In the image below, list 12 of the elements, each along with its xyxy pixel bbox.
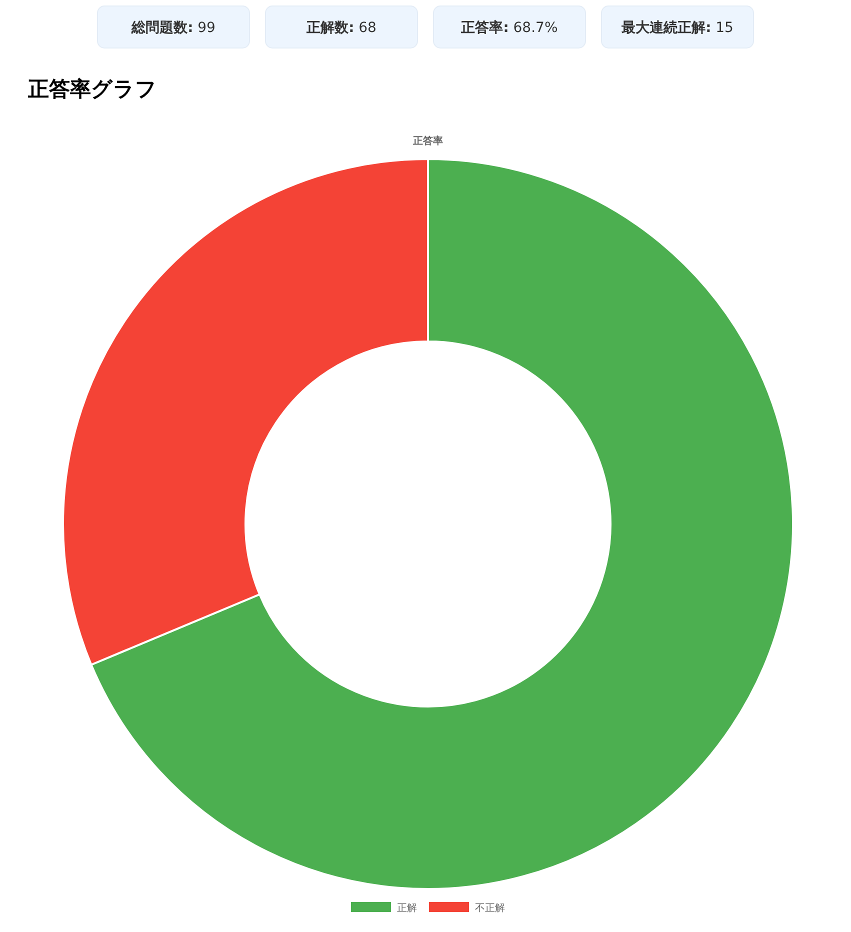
text: 正解数: [306,20,354,36]
text: 68.7% [508,20,558,36]
text: 99 [193,20,216,36]
text: 正答率: [460,19,509,36]
text: 総問題数: [130,20,194,36]
text: 最大連続正解: [620,20,712,36]
text: 15 [711,20,734,36]
legend-label: 正解 [397,903,417,914]
chart-subtitle: 正答率 [412,135,443,147]
legend-label: 不正解 [475,903,505,914]
chart-title: 正答率グラフ [27,77,157,101]
text: 68 [354,20,376,36]
